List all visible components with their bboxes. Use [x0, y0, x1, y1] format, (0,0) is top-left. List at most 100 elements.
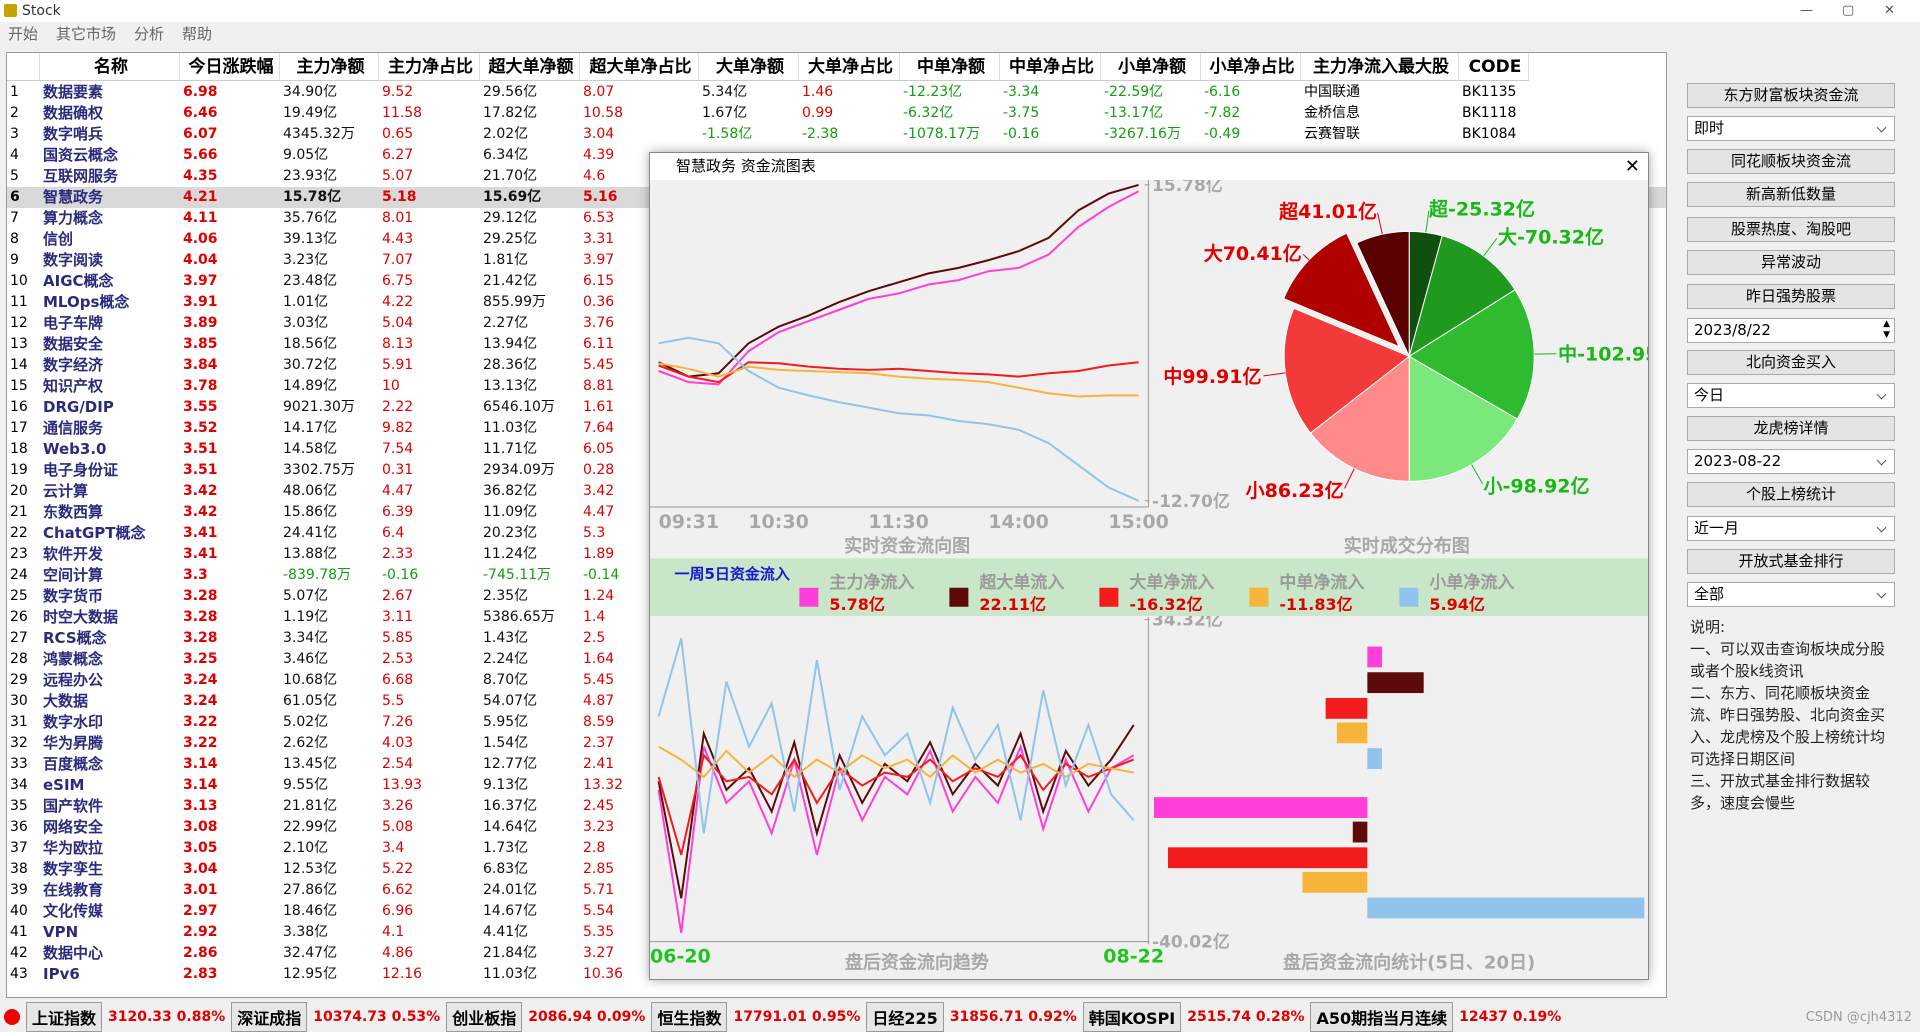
table-cell: 17.82亿: [483, 105, 538, 121]
table-row[interactable]: 41 VPN 2.92 3.38亿 4.1 4.41亿 5.35: [7, 922, 1666, 943]
close[interactable]: ✕: [1884, 3, 1895, 18]
table-row[interactable]: 24 空间计算 3.3 -839.78万 -0.16 -745.11万 -0.14: [7, 565, 1666, 586]
table-cell: 时空大数据: [43, 608, 119, 626]
menu-item[interactable]: 分析: [134, 25, 165, 43]
table-row[interactable]: 32 华为昇腾 3.22 2.62亿 4.03 1.54亿 2.37: [7, 733, 1666, 754]
table-row[interactable]: 18 Web3.0 3.51 14.58亿 7.54 11.71亿 6.05: [7, 439, 1666, 460]
menu-item[interactable]: 其它市场: [56, 25, 117, 43]
index-name[interactable]: 上证指数: [26, 1002, 103, 1032]
table-cell: DRG/DIP: [43, 398, 114, 416]
table-row[interactable]: 20 云计算 3.42 48.06亿 4.47 36.82亿 3.42: [7, 481, 1666, 502]
dialog-title-bar: 智慧政务 资金流图表 ✕: [650, 153, 1648, 180]
table-row[interactable]: 3 数字哨兵 6.07 4345.32万 0.65 2.02亿 3.04 -1.58亿 -2.3…: [7, 124, 1666, 145]
table-cell: 5.66: [183, 147, 218, 163]
table-cell: 8.70亿: [483, 672, 529, 688]
table-cell: 13.88亿: [283, 546, 338, 562]
menu-item[interactable]: 开始: [8, 25, 39, 43]
table-row[interactable]: 14 数字经济 3.84 30.72亿 5.91 28.36亿 5.45: [7, 355, 1666, 376]
dropdown[interactable]: 近一月: [1687, 516, 1895, 541]
table-cell: 3.08: [183, 819, 218, 835]
table-row[interactable]: 26 时空大数据 3.28 1.19亿 3.11 5386.65万 1.4: [7, 607, 1666, 628]
table-row[interactable]: 30 大数据 3.24 61.05亿 5.5 54.07亿 4.87: [7, 691, 1666, 712]
table-row[interactable]: 8 信创 4.06 39.13亿 4.43 29.25亿 3.31: [7, 229, 1666, 250]
side-button[interactable]: 昨日强势股票: [1687, 284, 1895, 309]
table-cell: -0.16: [382, 567, 419, 583]
side-button[interactable]: 异常波动: [1687, 250, 1895, 275]
table-row[interactable]: 31 数字水印 3.22 5.02亿 7.26 5.95亿 8.59: [7, 712, 1666, 733]
table-row[interactable]: 10 AIGC概念 3.97 23.48亿 6.75 21.42亿 6.15: [7, 271, 1666, 292]
index-value: 31856.71 0.92%: [949, 1009, 1077, 1025]
table-row[interactable]: 43 IPv6 2.83 12.95亿 12.16 11.03亿 10.36: [7, 964, 1666, 985]
table-cell: 18.46亿: [283, 903, 338, 919]
index-name[interactable]: 创业板指: [446, 1002, 523, 1032]
table-row[interactable]: 23 软件开发 3.41 13.88亿 2.33 11.24亿 1.89: [7, 544, 1666, 565]
dropdown[interactable]: 即时: [1687, 116, 1895, 141]
table-row[interactable]: 4 国资云概念 5.66 9.05亿 6.27 6.34亿 4.39: [7, 145, 1666, 166]
dropdown[interactable]: 今日: [1687, 383, 1895, 408]
table-cell: 云计算: [43, 482, 89, 500]
index-name[interactable]: 韩国KOSPI: [1082, 1002, 1182, 1032]
dialog-close[interactable]: ✕: [1624, 156, 1640, 177]
table-row[interactable]: 28 鸿蒙概念 3.25 3.46亿 2.53 2.24亿 1.64: [7, 649, 1666, 670]
table-row[interactable]: 36 网络安全 3.08 22.99亿 5.08 14.64亿 3.23: [7, 817, 1666, 838]
table-cell: 9.05亿: [283, 147, 329, 163]
table-row[interactable]: 15 知识产权 3.78 14.89亿 10 13.13亿 8.81: [7, 376, 1666, 397]
table-row[interactable]: 21 东数西算 3.42 15.86亿 6.39 11.09亿 4.47: [7, 502, 1666, 523]
dropdown[interactable]: 全部: [1687, 582, 1895, 607]
side-button[interactable]: 开放式基金排行: [1687, 549, 1895, 574]
table-cell: 28.36亿: [483, 357, 538, 373]
table-row[interactable]: 34 eSIM 3.14 9.55亿 13.93 9.13亿 13.32: [7, 775, 1666, 796]
side-button[interactable]: 北向资金买入: [1687, 350, 1895, 375]
table-cell: 29: [10, 672, 28, 688]
table-cell: 29.25亿: [483, 231, 538, 247]
index-name[interactable]: A50期指当月连续: [1310, 1002, 1454, 1032]
menu-item[interactable]: 帮助: [182, 25, 213, 43]
header-cell: 中单净占比: [1000, 53, 1101, 80]
side-button[interactable]: 同花顺板块资金流: [1687, 149, 1895, 174]
table-row[interactable]: 7 算力概念 4.11 35.76亿 8.01 29.12亿 6.53: [7, 208, 1666, 229]
minimize[interactable]: —: [1800, 3, 1813, 18]
table-row[interactable]: 39 在线教育 3.01 27.86亿 6.62 24.01亿 5.71: [7, 880, 1666, 901]
table-row[interactable]: 11 MLOps概念 3.91 1.01亿 4.22 855.99万 0.36: [7, 292, 1666, 313]
dropdown[interactable]: 2023-08-22: [1687, 449, 1895, 474]
side-button[interactable]: 新高新低数量: [1687, 182, 1895, 207]
flow-bar: [1367, 646, 1382, 668]
table-cell: -0.14: [583, 567, 620, 583]
side-button[interactable]: 东方财富板块资金流: [1687, 83, 1895, 108]
table-row[interactable]: 22 ChatGPT概念 3.41 24.41亿 6.4 20.23亿 5.3: [7, 523, 1666, 544]
table-row[interactable]: 1 数据要素 6.98 34.90亿 9.52 29.56亿 8.07 5.34亿 1.46 -1…: [7, 82, 1666, 103]
pie-label: 大70.41亿: [1204, 242, 1302, 265]
index-name[interactable]: 恒生指数: [651, 1002, 728, 1032]
side-button[interactable]: 龙虎榜详情: [1687, 416, 1895, 441]
maximize[interactable]: ▢: [1842, 3, 1855, 18]
table-row[interactable]: 9 数字阅读 4.04 3.23亿 7.07 1.81亿 3.97: [7, 250, 1666, 271]
table-row[interactable]: 16 DRG/DIP 3.55 9021.30万 2.22 6546.10万 1.61: [7, 397, 1666, 418]
table-row[interactable]: 33 百度概念 3.14 13.45亿 2.54 12.77亿 2.41: [7, 754, 1666, 775]
series-line: [657, 724, 1135, 899]
table-row[interactable]: 12 电子车牌 3.89 3.03亿 5.04 2.27亿 3.76: [7, 313, 1666, 334]
table-row[interactable]: 13 数据安全 3.85 18.56亿 8.13 13.94亿 6.11: [7, 334, 1666, 355]
table-cell: 13.32: [583, 777, 624, 793]
index-name[interactable]: 日经225: [866, 1002, 944, 1032]
table-row[interactable]: 35 国产软件 3.13 21.81亿 3.26 16.37亿 2.45: [7, 796, 1666, 817]
table-cell: 6.68: [382, 672, 414, 688]
table-row[interactable]: 5 互联网服务 4.35 23.93亿 5.07 21.70亿 4.6: [7, 166, 1666, 187]
table-row[interactable]: 19 电子身份证 3.51 3302.75万 0.31 2934.09万 0.28: [7, 460, 1666, 481]
table-row[interactable]: 27 RCS概念 3.28 3.34亿 5.85 1.43亿 2.5: [7, 628, 1666, 649]
table-cell: 9: [10, 252, 19, 268]
table-row[interactable]: 42 数据中心 2.86 32.47亿 4.86 21.84亿 3.27: [7, 943, 1666, 964]
table-row[interactable]: 40 文化传媒 2.97 18.46亿 6.96 14.67亿 5.54: [7, 901, 1666, 922]
legend-name: 中单净流入: [1279, 572, 1364, 593]
table-row[interactable]: 17 通信服务 3.52 14.17亿 9.82 11.03亿 7.64: [7, 418, 1666, 439]
side-button[interactable]: 个股上榜统计: [1687, 482, 1895, 507]
table-row[interactable]: 25 数字货币 3.28 5.07亿 2.67 2.35亿 1.24: [7, 586, 1666, 607]
table-cell: 12: [10, 315, 28, 331]
table-row[interactable]: 37 华为欧拉 3.05 2.10亿 3.4 1.73亿 2.8: [7, 838, 1666, 859]
index-name[interactable]: 深证成指: [231, 1002, 308, 1032]
table-cell: 13.45亿: [283, 756, 338, 772]
table-row[interactable]: 2 数据确权 6.46 19.49亿 11.58 17.82亿 10.58 1.67亿 0.99…: [7, 103, 1666, 124]
table-row[interactable]: 29 远程办公 3.24 10.68亿 6.68 8.70亿 5.45: [7, 670, 1666, 691]
side-button[interactable]: 股票热度、淘股吧: [1687, 217, 1895, 242]
date-input[interactable]: 2023/8/22 ▲ ▼: [1687, 318, 1895, 343]
table-row[interactable]: 38 数字孪生 3.04 12.53亿 5.22 6.83亿 2.85: [7, 859, 1666, 880]
